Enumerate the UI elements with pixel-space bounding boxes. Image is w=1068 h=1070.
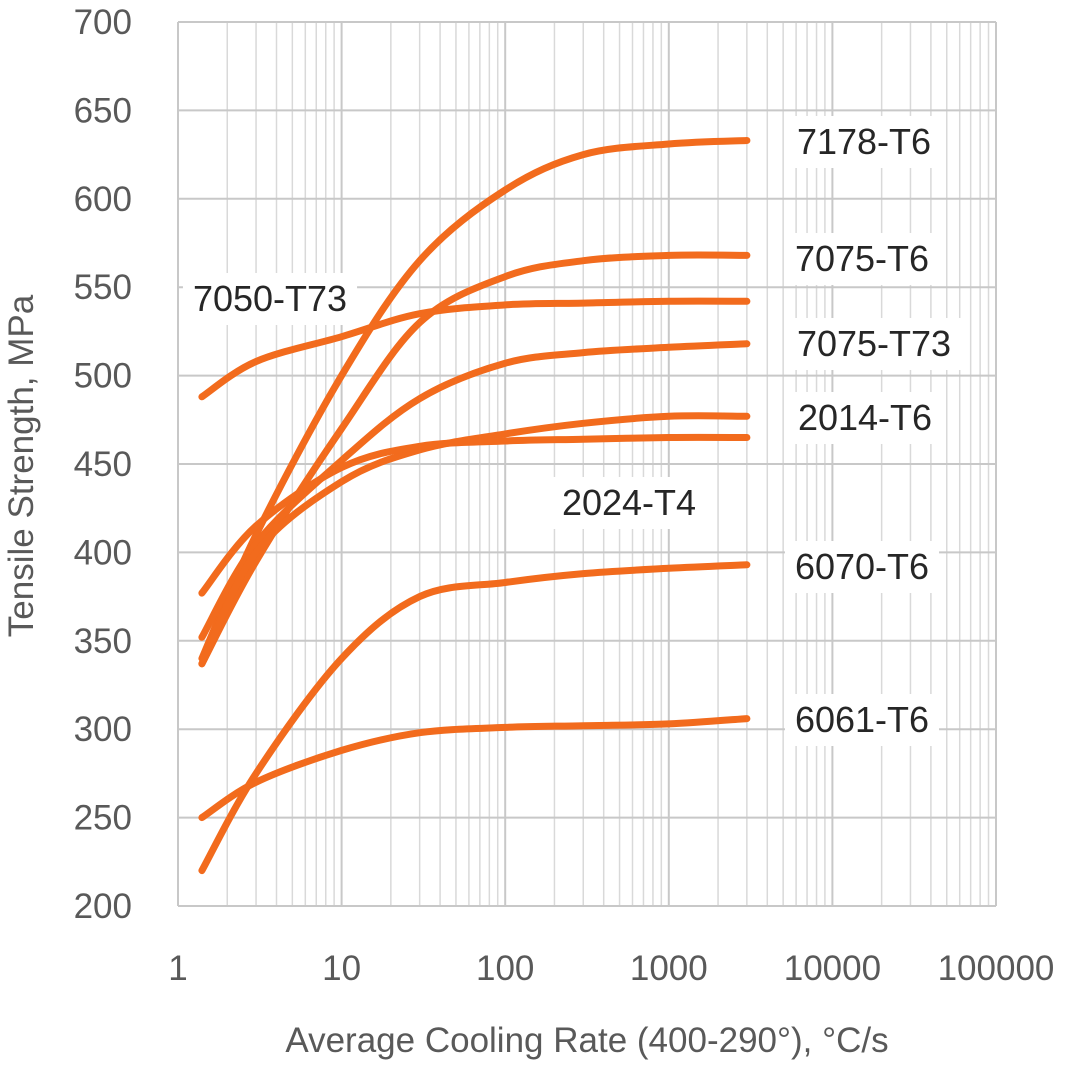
series-label-background xyxy=(786,318,962,370)
y-tick-labels: 200 250 300 350 400 450 500 550 600 650 700 xyxy=(74,3,132,926)
series-line-2024-t4 xyxy=(198,433,751,597)
series-line-7178-t6 xyxy=(198,137,751,662)
series-line-7075-t73 xyxy=(198,340,751,641)
y-tick-label: 200 xyxy=(74,887,132,926)
series-line-6061-t6 xyxy=(198,715,751,822)
series-label-background xyxy=(784,233,940,285)
series-label-7075-t73: 7075-T73 xyxy=(786,318,962,370)
series-label-background xyxy=(551,477,707,529)
y-tick-label: 600 xyxy=(74,180,132,219)
x-tick-label: 10 xyxy=(322,949,361,988)
x-tick-label: 1000 xyxy=(630,949,708,988)
series-label-7075-t6: 7075-T6 xyxy=(784,233,940,285)
series-label-text: 7075-T6 xyxy=(795,238,929,279)
series-label-text: 7050-T73 xyxy=(193,278,347,319)
series-label-text: 7178-T6 xyxy=(797,121,931,162)
series-line-7050-t73 xyxy=(198,297,751,401)
series-labels: 7178-T6 7075-T6 7050-T73 7075-T73 2014-T6 202… xyxy=(182,116,962,746)
y-tick-label: 250 xyxy=(74,799,132,838)
series-label-text: 2024-T4 xyxy=(562,482,696,523)
x-tick-labels: 1 10 100 1000 10000 100000 xyxy=(168,949,1054,988)
series-label-7050-t73: 7050-T73 xyxy=(182,273,358,325)
y-tick-label: 550 xyxy=(74,268,132,307)
x-tick-label: 100000 xyxy=(938,949,1055,988)
y-tick-label: 700 xyxy=(74,3,132,42)
series-label-6070-t6: 6070-T6 xyxy=(784,541,940,593)
series-label-text: 2014-T6 xyxy=(798,397,932,438)
series-line-2014-t6 xyxy=(198,412,751,668)
y-tick-label: 650 xyxy=(74,91,132,130)
x-tick-label: 100 xyxy=(476,949,534,988)
series-label-text: 6070-T6 xyxy=(795,546,929,587)
x-axis-title: Average Cooling Rate (400-290°), °C/s xyxy=(285,1021,888,1060)
series-label-background xyxy=(787,392,943,444)
series-line-6070-t6 xyxy=(198,561,751,875)
x-tick-label: 1 xyxy=(168,949,187,988)
series-label-2024-t4: 2024-T4 xyxy=(551,477,707,529)
series-label-background xyxy=(786,116,942,168)
grid xyxy=(177,21,997,907)
series-label-2014-t6: 2014-T6 xyxy=(787,392,943,444)
series-label-7178-t6: 7178-T6 xyxy=(786,116,942,168)
series-label-background xyxy=(784,694,940,746)
y-tick-label: 400 xyxy=(74,533,132,572)
series-lines xyxy=(198,137,751,875)
series-label-text: 7075-T73 xyxy=(797,323,951,364)
y-tick-label: 350 xyxy=(74,622,132,661)
y-tick-label: 500 xyxy=(74,357,132,396)
y-tick-label: 450 xyxy=(74,445,132,484)
x-tick-label: 10000 xyxy=(784,949,881,988)
y-tick-label: 300 xyxy=(74,710,132,749)
series-label-background xyxy=(182,273,358,325)
y-axis-title: Tensile Strength, MPa xyxy=(2,294,41,637)
series-label-text: 6061-T6 xyxy=(795,699,929,740)
series-label-6061-t6: 6061-T6 xyxy=(784,694,940,746)
series-label-background xyxy=(784,541,940,593)
